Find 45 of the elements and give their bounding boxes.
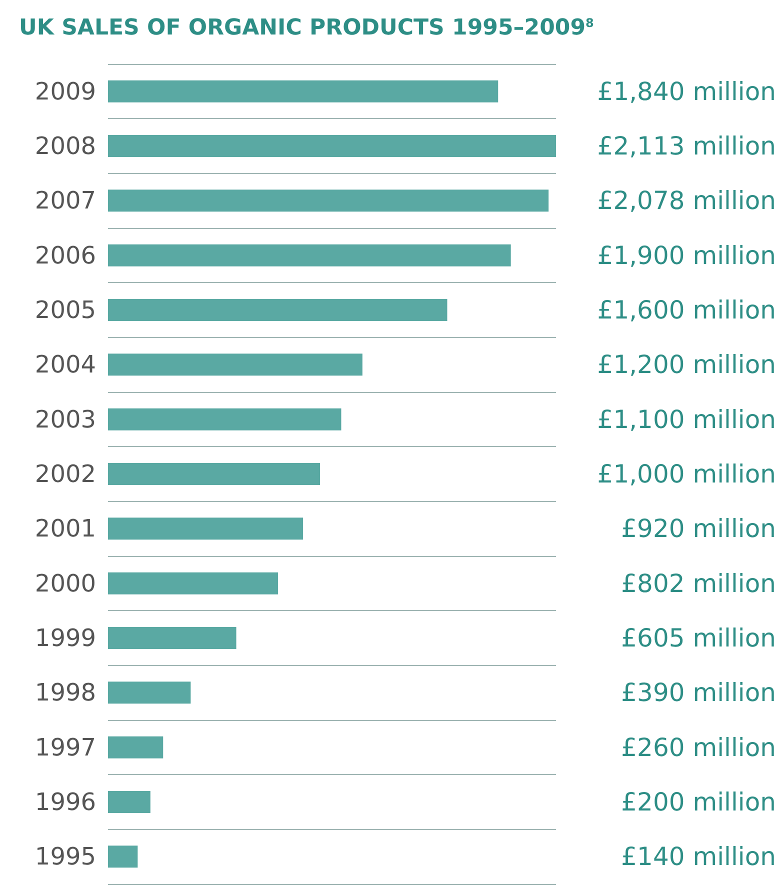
- y-tick-label: 2004: [34, 350, 96, 379]
- data-label: £200 million: [621, 788, 776, 816]
- y-tick-label: 1995: [34, 842, 96, 871]
- bar: [108, 463, 320, 485]
- data-label: £605 million: [621, 624, 776, 652]
- data-label: £1,100 million: [597, 404, 776, 434]
- y-tick-label: 2002: [34, 460, 96, 488]
- y-tick-label: 1996: [34, 788, 96, 816]
- bar: [108, 846, 138, 868]
- y-tick-label: 2009: [34, 77, 96, 106]
- bar: [108, 518, 304, 540]
- data-label: £1,200 million: [597, 350, 776, 380]
- bar: [108, 299, 448, 321]
- bar: [108, 682, 191, 704]
- bar: [108, 135, 556, 157]
- bar: [108, 408, 342, 430]
- data-label: £1,000 million: [597, 460, 776, 488]
- bar: [108, 736, 164, 758]
- bar: [108, 572, 278, 594]
- y-tick-label: 2008: [34, 132, 96, 160]
- bar: [108, 80, 498, 102]
- bar: [108, 354, 362, 376]
- data-label: £390 million: [621, 678, 776, 708]
- data-label: £1,600 million: [597, 296, 776, 324]
- data-label: £1,900 million: [597, 240, 776, 270]
- y-tick-label: 2000: [34, 569, 96, 598]
- bar: [108, 627, 236, 649]
- y-tick-label: 2001: [34, 514, 96, 543]
- data-label: £260 million: [621, 732, 776, 762]
- y-tick-label: 1997: [34, 733, 96, 762]
- data-label: £802 million: [621, 568, 776, 598]
- y-tick-label: 1999: [34, 624, 96, 652]
- data-label: £920 million: [621, 514, 776, 544]
- bar: [108, 791, 150, 813]
- data-label: £2,113 million: [597, 132, 776, 160]
- data-label: £140 million: [621, 842, 776, 872]
- y-tick-label: 2006: [34, 241, 96, 270]
- data-label: £2,078 million: [597, 186, 776, 216]
- bar: [108, 190, 549, 212]
- y-tick-label: 1998: [34, 678, 96, 707]
- y-tick-label: 2007: [34, 186, 96, 215]
- bar: [108, 244, 511, 266]
- y-tick-label: 2005: [34, 296, 96, 324]
- data-label: £1,840 million: [597, 76, 776, 106]
- y-tick-label: 2003: [34, 405, 96, 434]
